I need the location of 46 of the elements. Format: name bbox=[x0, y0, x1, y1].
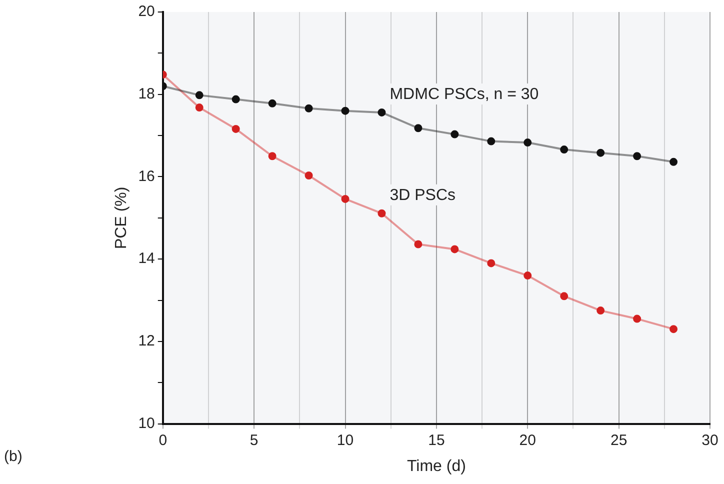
point bbox=[232, 95, 240, 104]
x-tick-label: 30 bbox=[702, 432, 718, 449]
point bbox=[633, 152, 642, 160]
point bbox=[268, 99, 276, 108]
x-tick-label: 10 bbox=[336, 432, 354, 449]
y-tick-label: 14 bbox=[138, 250, 155, 268]
point bbox=[232, 124, 240, 133]
point bbox=[596, 306, 605, 315]
x-tick-label: 20 bbox=[519, 432, 536, 449]
x-tick-label: 15 bbox=[428, 432, 445, 449]
point bbox=[524, 138, 532, 147]
point bbox=[487, 259, 496, 268]
point bbox=[524, 272, 532, 280]
y-tick-label: 20 bbox=[138, 3, 155, 20]
x-axis-title: Time (d) bbox=[406, 458, 466, 475]
point bbox=[633, 314, 642, 323]
text: (b) bbox=[4, 448, 22, 465]
point bbox=[195, 91, 204, 100]
point bbox=[450, 245, 459, 254]
y-tick-label: 16 bbox=[138, 168, 155, 185]
x-tick-label: 25 bbox=[610, 432, 628, 449]
point bbox=[304, 104, 313, 112]
y-tick-label: 10 bbox=[138, 414, 155, 432]
x-tick-label: 0 bbox=[158, 432, 168, 449]
point bbox=[596, 148, 605, 157]
series-label: 3D PSCs bbox=[390, 186, 456, 204]
point bbox=[560, 292, 568, 300]
point bbox=[670, 158, 678, 166]
point bbox=[378, 209, 386, 218]
point bbox=[450, 130, 459, 138]
point bbox=[560, 146, 568, 154]
point bbox=[670, 325, 678, 334]
point bbox=[414, 240, 422, 248]
point bbox=[378, 108, 386, 116]
point bbox=[268, 152, 276, 160]
x-tick-label: 5 bbox=[250, 432, 258, 449]
point bbox=[304, 171, 313, 180]
point bbox=[341, 194, 350, 203]
point bbox=[195, 104, 204, 112]
y-tick-label: 18 bbox=[138, 86, 155, 102]
point bbox=[487, 137, 496, 146]
point bbox=[414, 124, 422, 132]
point bbox=[341, 106, 350, 115]
y-axis-title: PCE (%) bbox=[113, 186, 130, 250]
series-label: MDMC PSCs, n = 30 bbox=[390, 86, 539, 103]
y-tick-label: 12 bbox=[138, 332, 155, 350]
